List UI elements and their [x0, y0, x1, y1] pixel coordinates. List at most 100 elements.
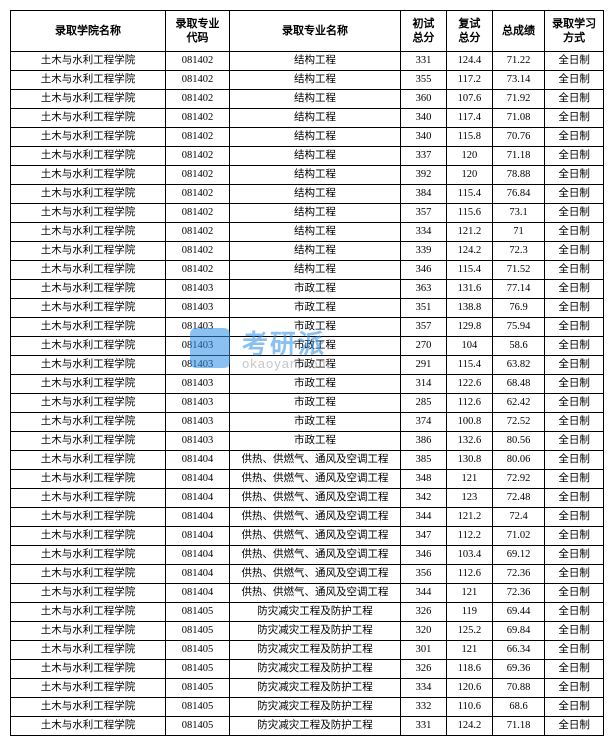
- table-cell: 土木与水利工程学院: [11, 280, 166, 299]
- table-cell: 土木与水利工程学院: [11, 565, 166, 584]
- table-cell: 081405: [165, 641, 229, 660]
- table-row: 土木与水利工程学院081402结构工程360107.671.92全日制: [11, 90, 604, 109]
- table-cell: 全日制: [545, 660, 604, 679]
- table-cell: 防灾减灾工程及防护工程: [230, 698, 401, 717]
- table-cell: 防灾减灾工程及防护工程: [230, 622, 401, 641]
- table-cell: 全日制: [545, 52, 604, 71]
- table-cell: 121.2: [446, 223, 492, 242]
- table-cell: 340: [400, 109, 446, 128]
- table-cell: 71.18: [492, 717, 544, 736]
- table-cell: 124.2: [446, 242, 492, 261]
- table-cell: 全日制: [545, 470, 604, 489]
- table-cell: 结构工程: [230, 185, 401, 204]
- table-cell: 081405: [165, 660, 229, 679]
- table-cell: 71.52: [492, 261, 544, 280]
- table-cell: 129.8: [446, 318, 492, 337]
- table-cell: 320: [400, 622, 446, 641]
- table-cell: 全日制: [545, 242, 604, 261]
- table-row: 土木与水利工程学院081402结构工程339124.272.3全日制: [11, 242, 604, 261]
- table-cell: 全日制: [545, 413, 604, 432]
- table-cell: 全日制: [545, 489, 604, 508]
- table-cell: 供热、供燃气、通风及空调工程: [230, 584, 401, 603]
- table-row: 土木与水利工程学院081404供热、供燃气、通风及空调工程356112.672.…: [11, 565, 604, 584]
- table-cell: 全日制: [545, 280, 604, 299]
- table-cell: 全日制: [545, 451, 604, 470]
- table-cell: 80.56: [492, 432, 544, 451]
- table-cell: 土木与水利工程学院: [11, 185, 166, 204]
- table-cell: 土木与水利工程学院: [11, 356, 166, 375]
- table-cell: 081405: [165, 717, 229, 736]
- table-cell: 土木与水利工程学院: [11, 717, 166, 736]
- table-cell: 100.8: [446, 413, 492, 432]
- table-cell: 385: [400, 451, 446, 470]
- col-header: 录取学院名称: [11, 11, 166, 52]
- col-header: 初试总分: [400, 11, 446, 52]
- table-body: 土木与水利工程学院081402结构工程331124.471.22全日制土木与水利…: [11, 52, 604, 736]
- table-cell: 72.4: [492, 508, 544, 527]
- table-cell: 77.14: [492, 280, 544, 299]
- col-header: 录取学习方式: [545, 11, 604, 52]
- table-cell: 71.92: [492, 90, 544, 109]
- table-cell: 122.6: [446, 375, 492, 394]
- table-row: 土木与水利工程学院081405防灾减灾工程及防护工程30112166.34全日制: [11, 641, 604, 660]
- col-header: 录取专业名称: [230, 11, 401, 52]
- table-cell: 土木与水利工程学院: [11, 679, 166, 698]
- table-cell: 全日制: [545, 223, 604, 242]
- table-cell: 防灾减灾工程及防护工程: [230, 660, 401, 679]
- table-cell: 73.1: [492, 204, 544, 223]
- table-cell: 344: [400, 584, 446, 603]
- table-row: 土木与水利工程学院081405防灾减灾工程及防护工程332110.668.6全日…: [11, 698, 604, 717]
- table-row: 土木与水利工程学院081403市政工程27010458.6全日制: [11, 337, 604, 356]
- table-cell: 132.6: [446, 432, 492, 451]
- table-cell: 337: [400, 147, 446, 166]
- table-cell: 结构工程: [230, 223, 401, 242]
- table-row: 土木与水利工程学院081402结构工程357115.673.1全日制: [11, 204, 604, 223]
- table-cell: 081402: [165, 128, 229, 147]
- table-cell: 全日制: [545, 147, 604, 166]
- table-cell: 结构工程: [230, 90, 401, 109]
- table-cell: 72.48: [492, 489, 544, 508]
- table-cell: 全日制: [545, 641, 604, 660]
- table-cell: 全日制: [545, 622, 604, 641]
- table-row: 土木与水利工程学院081403市政工程285112.662.42全日制: [11, 394, 604, 413]
- table-cell: 土木与水利工程学院: [11, 508, 166, 527]
- table-cell: 68.48: [492, 375, 544, 394]
- table-cell: 334: [400, 223, 446, 242]
- table-cell: 全日制: [545, 128, 604, 147]
- table-cell: 124.4: [446, 52, 492, 71]
- table-row: 土木与水利工程学院081403市政工程351138.876.9全日制: [11, 299, 604, 318]
- table-cell: 结构工程: [230, 166, 401, 185]
- table-cell: 土木与水利工程学院: [11, 470, 166, 489]
- table-cell: 081402: [165, 185, 229, 204]
- table-cell: 115.4: [446, 261, 492, 280]
- table-cell: 081402: [165, 223, 229, 242]
- table-cell: 081403: [165, 432, 229, 451]
- table-cell: 土木与水利工程学院: [11, 641, 166, 660]
- table-cell: 342: [400, 489, 446, 508]
- table-cell: 346: [400, 546, 446, 565]
- table-cell: 081405: [165, 698, 229, 717]
- table-cell: 117.4: [446, 109, 492, 128]
- table-row: 土木与水利工程学院081404供热、供燃气、通风及空调工程34812172.92…: [11, 470, 604, 489]
- table-cell: 土木与水利工程学院: [11, 375, 166, 394]
- table-row: 土木与水利工程学院081404供热、供燃气、通风及空调工程347112.271.…: [11, 527, 604, 546]
- table-cell: 081404: [165, 527, 229, 546]
- table-cell: 80.06: [492, 451, 544, 470]
- table-cell: 72.92: [492, 470, 544, 489]
- table-cell: 121: [446, 584, 492, 603]
- table-cell: 全日制: [545, 565, 604, 584]
- table-cell: 供热、供燃气、通风及空调工程: [230, 527, 401, 546]
- table-cell: 115.6: [446, 204, 492, 223]
- table-cell: 392: [400, 166, 446, 185]
- table-cell: 112.6: [446, 394, 492, 413]
- table-cell: 081402: [165, 242, 229, 261]
- table-cell: 供热、供燃气、通风及空调工程: [230, 546, 401, 565]
- table-cell: 081402: [165, 71, 229, 90]
- table-cell: 78.88: [492, 166, 544, 185]
- table-cell: 334: [400, 679, 446, 698]
- table-cell: 土木与水利工程学院: [11, 52, 166, 71]
- table-row: 土木与水利工程学院081402结构工程340115.870.76全日制: [11, 128, 604, 147]
- table-cell: 结构工程: [230, 261, 401, 280]
- table-cell: 土木与水利工程学院: [11, 413, 166, 432]
- table-cell: 081404: [165, 451, 229, 470]
